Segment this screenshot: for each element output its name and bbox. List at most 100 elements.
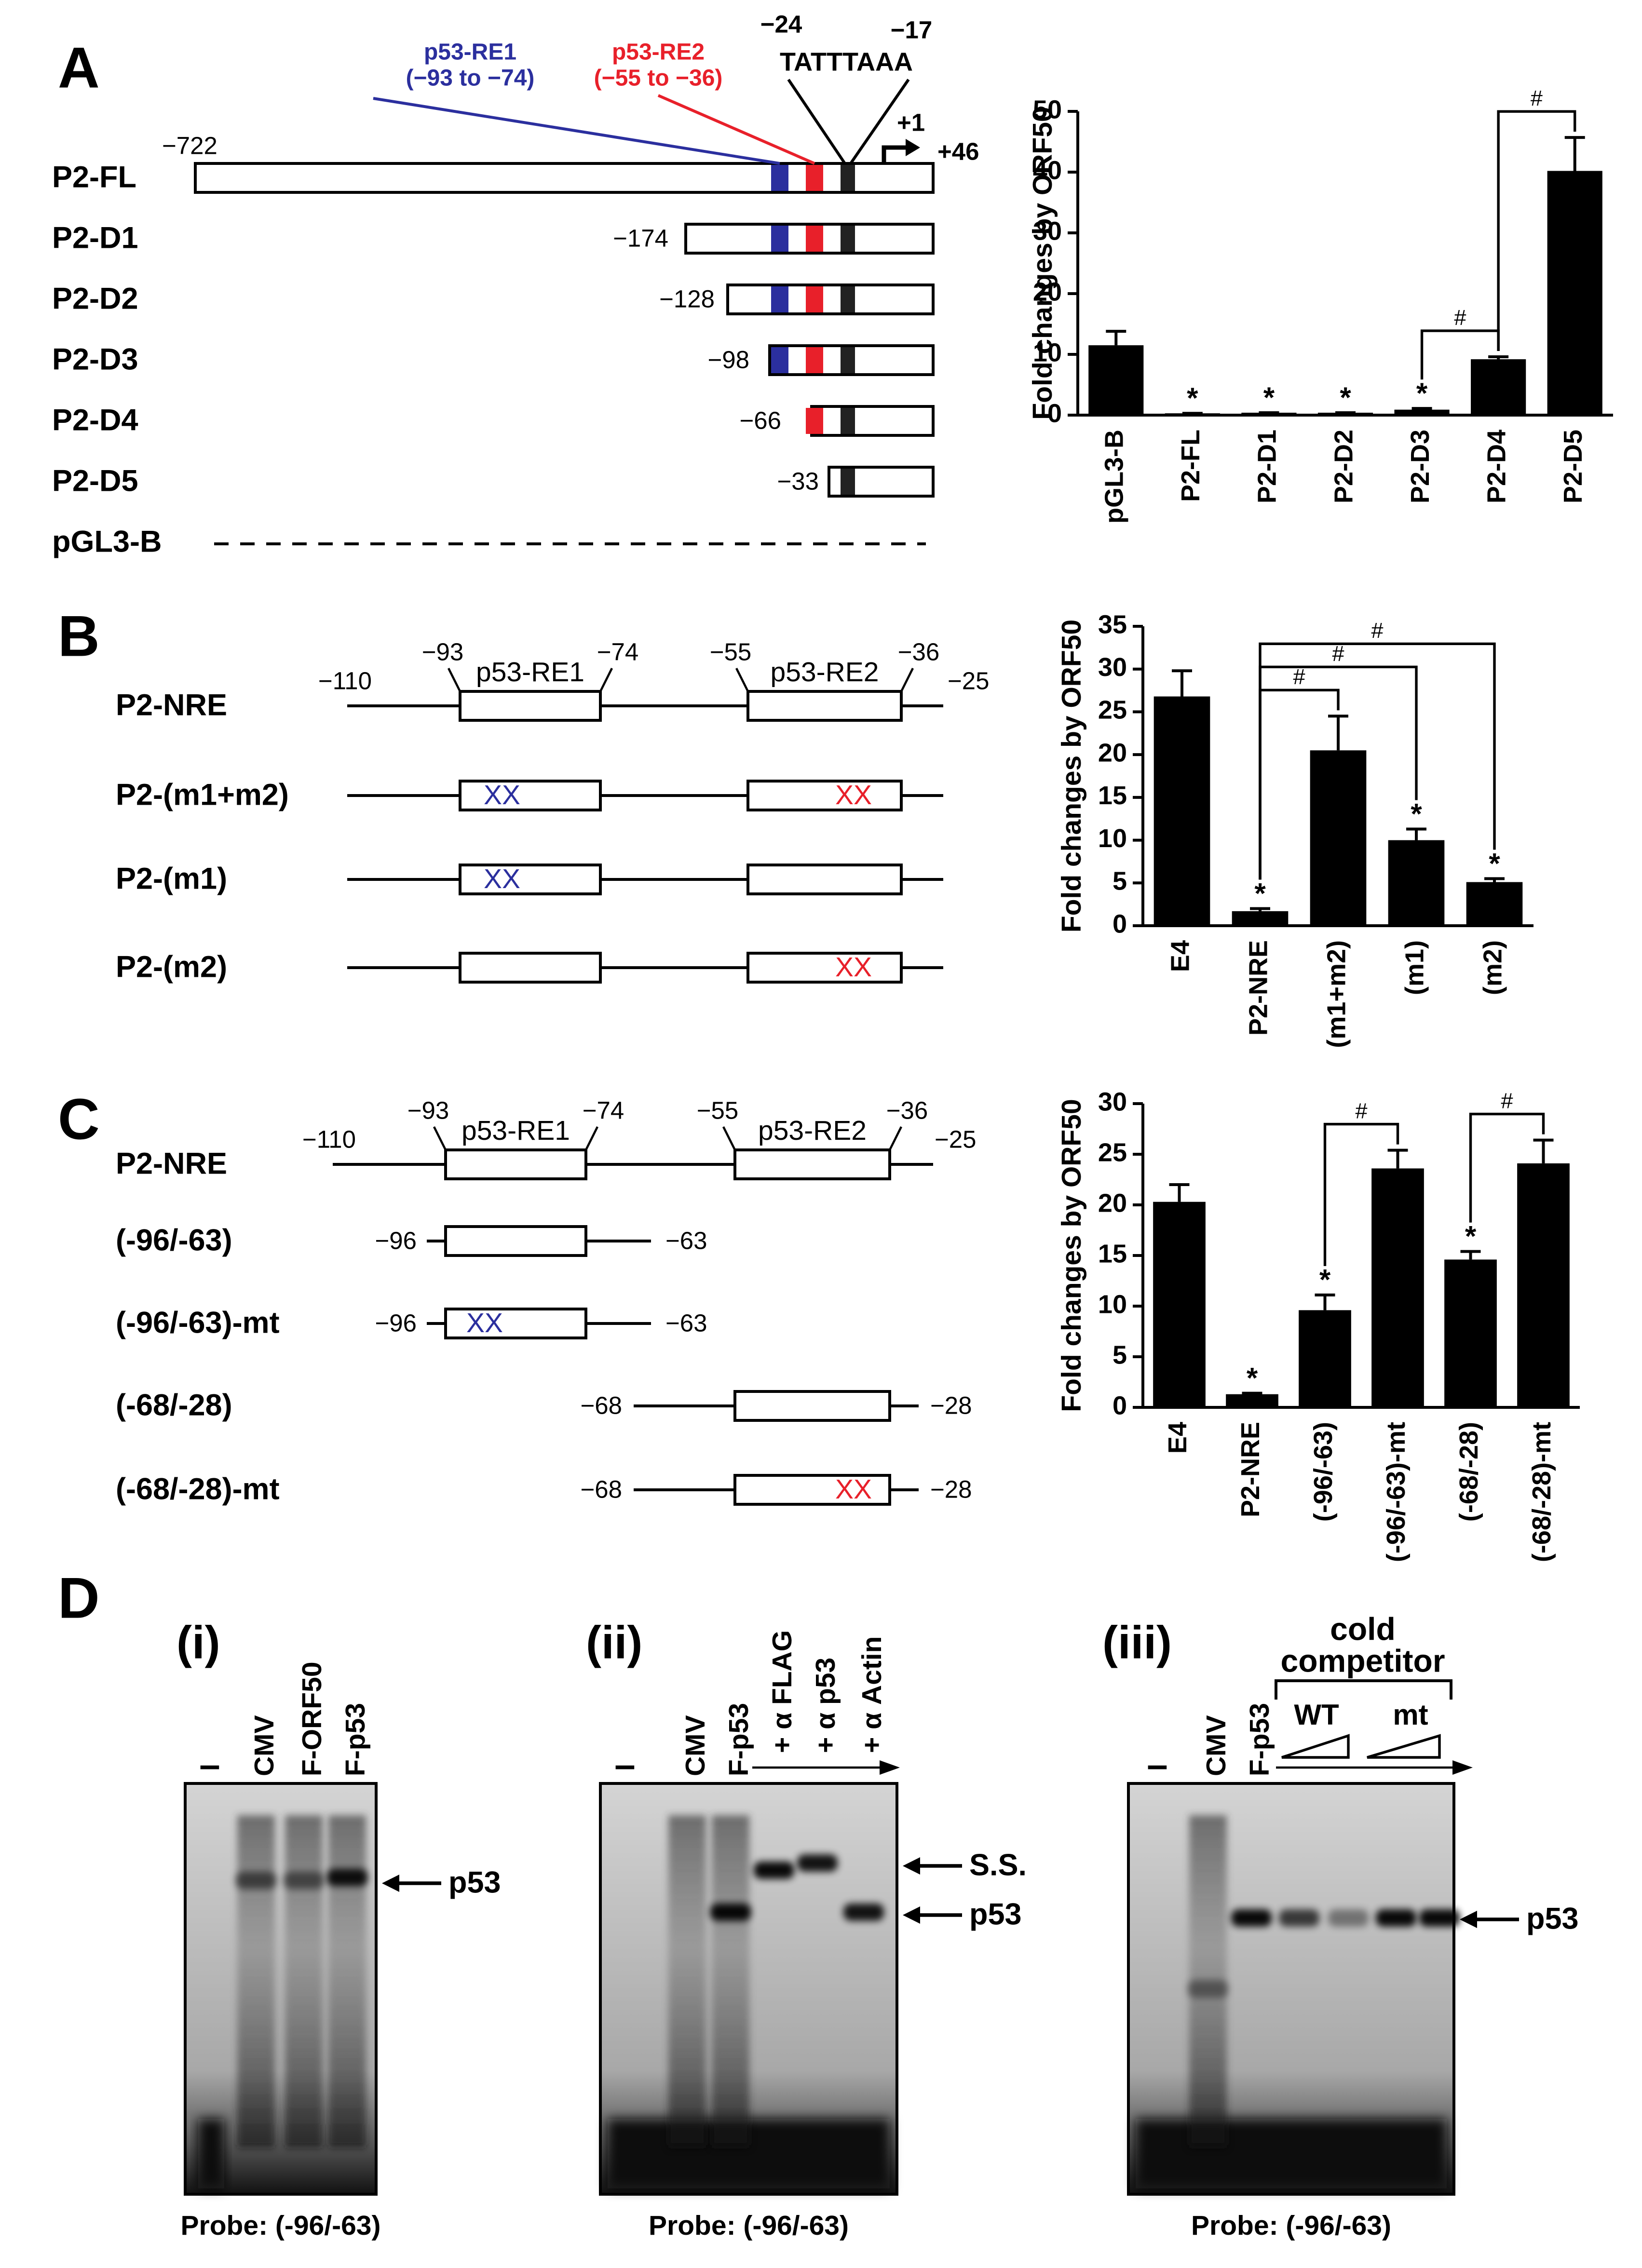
bracket-label: # [1454,305,1466,330]
error-bar [1387,1148,1408,1169]
bar [1310,750,1367,926]
y-tick-label: 5 [1113,867,1127,896]
coord: −63 [665,1309,707,1336]
x-tick-label: P2-NRE [1236,1422,1265,1517]
arrowhead [903,1857,920,1875]
element-box [459,864,602,895]
coord: −24 [760,10,802,38]
x-tick-label: P2-D1 [1253,430,1282,503]
band [1419,1909,1460,1927]
x-tick-label: (-96/-63) [1309,1422,1338,1522]
tick [735,667,749,692]
y-tick-label: 10 [1098,1290,1127,1319]
y-axis-label: Fold changes by ORF50 [1027,107,1058,419]
p53-re1-site [771,165,788,191]
error-bar [1169,1183,1190,1202]
construct-name: (-96/-63)-mt [116,1306,280,1340]
gel-label: (iii) [1102,1617,1172,1668]
coord: −17 [891,16,933,43]
bar [1299,1310,1351,1407]
construct-name: (-68/-28) [116,1389,232,1422]
y-tick-label: 25 [1098,696,1127,725]
x-tick-label: E4 [1166,940,1194,972]
pointer [849,79,910,164]
error-bar [1250,907,1270,911]
x-tick-label: (-68/-28)-mt [1527,1422,1556,1562]
re-range: (−55 to −36) [594,66,723,91]
y-tick-label: 50 [1033,95,1062,124]
element-box [444,1148,587,1180]
x-tick-label: (m2) [1478,940,1507,995]
error-bar [1328,715,1348,751]
coord: −55 [710,638,752,665]
construct-box [810,405,935,437]
lane-label: CMV [680,1715,711,1776]
coord: −128 [659,285,715,312]
y-tick-label: 10 [1033,338,1062,367]
bracket-label: # [1531,86,1543,110]
probe-label: Probe: (-96/-63) [181,2210,381,2241]
construct-name: P2-D1 [52,221,138,255]
y-tick-label: 20 [1098,1188,1127,1217]
element-box [459,690,602,722]
pointer [787,79,846,164]
coord: −74 [583,1096,624,1124]
band [1376,1909,1416,1927]
tick [888,1126,903,1151]
construct-name: P2-(m2) [116,950,227,984]
lane-smear [237,1815,275,2148]
error-bar [1484,877,1505,882]
error-bar [1106,330,1126,346]
gel-label: (ii) [586,1617,642,1668]
y-tick-label: 35 [1098,610,1127,639]
x-tick-label: P2-D5 [1559,430,1588,503]
construct-name: P2-FL [52,161,136,194]
coord: −68 [580,1475,622,1503]
coord: −722 [162,132,217,159]
bar [1471,359,1526,415]
p53-re2-site [806,226,823,252]
construct-name: P2-D5 [52,464,138,498]
lane-label: CMV [249,1715,280,1776]
y-tick-label: 0 [1113,909,1127,938]
bracket [1497,110,1576,351]
error-bar [1488,355,1509,360]
lane-label: F-ORF50 [297,1661,327,1776]
lane-label: + α FLAG [767,1630,798,1753]
coord: −25 [948,667,990,694]
tick [599,667,613,692]
x-tick-label: P2-D2 [1329,430,1358,503]
construct-name: (-96/-63) [116,1224,232,1257]
element-label: p53-RE1 [476,657,584,688]
x-tick-label: (-68/-28) [1454,1422,1483,1522]
tata-site [841,408,855,434]
significance: * [1465,1220,1477,1252]
significance: * [1263,381,1275,414]
tata-site [841,226,855,252]
construct-name: P2-(m1+m2) [116,778,289,812]
band [327,1869,367,1886]
titration-triangle [1281,1734,1350,1759]
y-tick-label: 25 [1098,1138,1127,1167]
lane-label: – [1147,1743,1167,1786]
bracket-label: # [1293,664,1305,689]
x-tick-label: (m1) [1400,940,1429,995]
bar [1153,1202,1206,1407]
competitor-type: WT [1294,1699,1339,1731]
mutation: XX [484,864,520,894]
significance: * [1254,877,1266,909]
titration-triangle [1367,1734,1441,1759]
bar [1232,911,1289,926]
lane-smear [668,1815,706,2148]
coord: −25 [935,1125,977,1153]
x-tick-label: P2-NRE [1244,940,1273,1036]
x-tick-label: P2-D4 [1482,430,1511,503]
arrowhead [1460,1911,1477,1928]
band [1188,1980,1228,1998]
arrowhead [880,1760,900,1775]
re-label: p53-RE2 [612,40,705,65]
competitor-label: competitor [1280,1643,1445,1678]
significance: * [1411,797,1422,830]
band [843,1904,884,1921]
bar [1388,840,1445,926]
